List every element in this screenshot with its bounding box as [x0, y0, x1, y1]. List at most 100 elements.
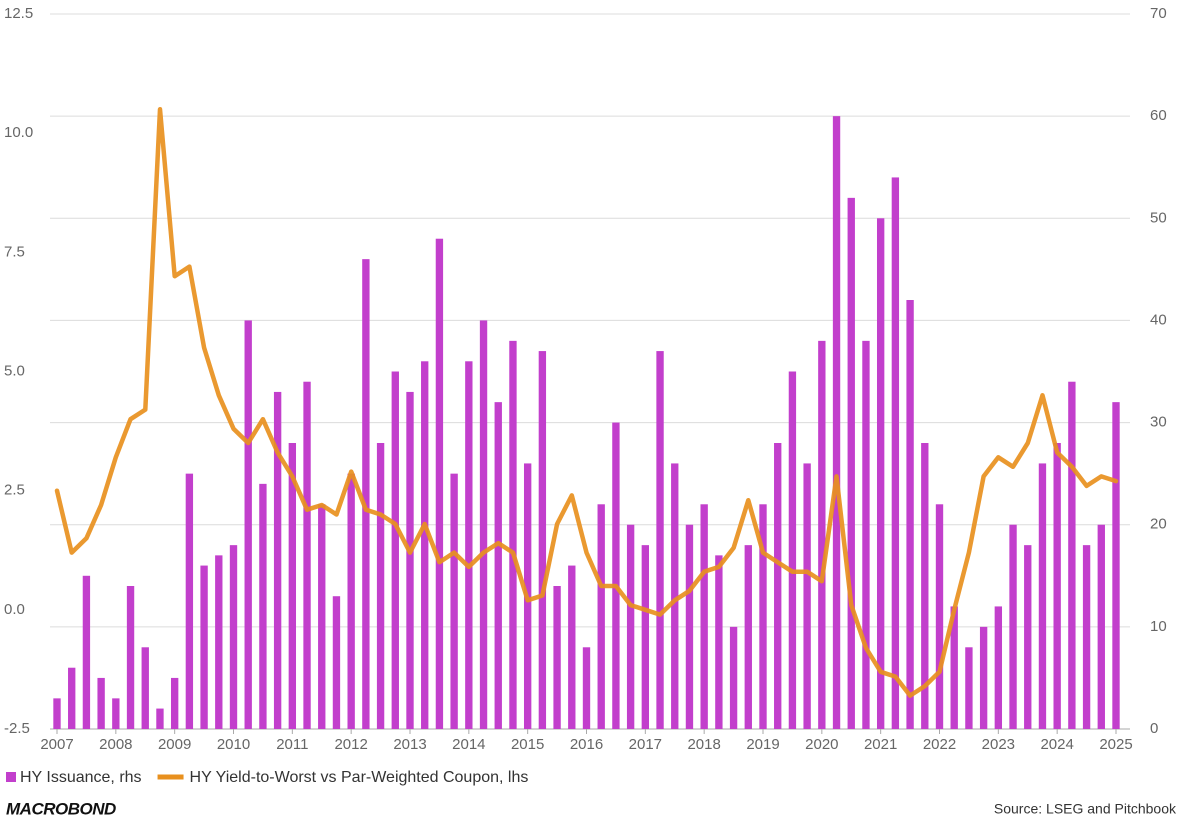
bar [818, 340, 826, 729]
y2-tick-label: 10 [1150, 618, 1167, 635]
x-tick-label: 2013 [393, 736, 426, 753]
x-tick-label: 2021 [864, 736, 897, 753]
bar [200, 565, 208, 729]
x-tick-label: 2017 [629, 736, 662, 753]
bar [185, 473, 194, 729]
bar [847, 197, 855, 729]
bar [1082, 545, 1091, 729]
bar [494, 402, 502, 729]
bar [347, 473, 355, 729]
bar [965, 647, 973, 729]
y-tick-label: 0.0 [4, 601, 25, 618]
x-tick-label: 2024 [1040, 736, 1073, 753]
legend-label: HY Yield-to-Worst vs Par-Weighted Coupon… [190, 769, 529, 786]
y2-tick-label: 60 [1150, 107, 1167, 124]
bar [626, 524, 635, 729]
bar [1009, 524, 1017, 729]
bar [729, 626, 738, 729]
bar [288, 443, 297, 729]
bar [141, 647, 149, 729]
bar [259, 483, 267, 729]
bar [82, 575, 91, 729]
x-tick-label: 2025 [1099, 736, 1132, 753]
bar [582, 647, 591, 729]
x-tick-label: 2020 [805, 736, 838, 753]
bar [215, 555, 223, 729]
y-tick-label: 7.5 [4, 243, 25, 260]
bar [509, 340, 517, 729]
x-tick-label: 2012 [334, 736, 367, 753]
bar [950, 606, 958, 729]
x-tick-label: 2022 [923, 736, 956, 753]
x-tick-label: 2016 [570, 736, 603, 753]
bar [465, 361, 473, 729]
bar [876, 218, 885, 730]
bar [156, 708, 164, 729]
bar [318, 504, 326, 729]
bar [935, 504, 944, 729]
bar [891, 177, 900, 729]
bar [788, 371, 797, 729]
legend-swatch [6, 772, 16, 782]
bar [656, 351, 664, 729]
bar [435, 238, 444, 729]
bar [112, 698, 120, 729]
y-tick-label: -2.5 [4, 720, 30, 737]
bar [641, 545, 650, 729]
bar [126, 586, 135, 729]
bar [759, 504, 767, 729]
y-tick-label: 10.0 [4, 124, 33, 141]
bar [97, 677, 105, 729]
source: Source: LSEG and Pitchbook [994, 801, 1177, 817]
x-tick-label: 2018 [687, 736, 720, 753]
bar [244, 320, 252, 729]
bar [979, 626, 988, 729]
bar [53, 698, 61, 729]
bar [685, 524, 694, 729]
bar [553, 586, 561, 729]
bar [612, 422, 620, 729]
bar [421, 361, 429, 729]
bar [68, 667, 76, 729]
x-tick-label: 2015 [511, 736, 544, 753]
x-tick-label: 2011 [276, 736, 308, 753]
legend-label: HY Issuance, rhs [20, 769, 142, 786]
bar [479, 320, 488, 729]
y2-tick-label: 20 [1150, 516, 1167, 533]
x-tick-label: 2014 [452, 736, 485, 753]
x-tick-label: 2010 [217, 736, 250, 753]
bar [568, 565, 576, 729]
bar [700, 504, 708, 729]
bar [921, 443, 929, 729]
x-tick-label: 2008 [99, 736, 132, 753]
y2-tick-label: 30 [1150, 414, 1167, 431]
bar [1024, 545, 1032, 729]
bar [406, 391, 414, 729]
y-tick-label: 5.0 [4, 362, 25, 379]
bar [803, 463, 811, 729]
bar [450, 473, 458, 729]
bar [1038, 463, 1047, 729]
bar [832, 116, 841, 729]
x-tick-label: 2007 [40, 736, 73, 753]
bar [332, 596, 341, 729]
y2-tick-label: 70 [1150, 5, 1167, 22]
bar [538, 351, 547, 729]
bar [1053, 443, 1061, 729]
bar [774, 443, 782, 729]
bar [1068, 381, 1076, 729]
bar [303, 381, 311, 729]
y2-tick-label: 50 [1150, 209, 1167, 226]
line [54, 107, 1119, 698]
bar [744, 545, 752, 729]
bar [376, 443, 385, 729]
bar [994, 606, 1003, 729]
x-tick-label: 2023 [982, 736, 1015, 753]
bar [170, 677, 179, 729]
x-tick-label: 2019 [746, 736, 779, 753]
bar [391, 371, 399, 729]
bar [597, 504, 605, 729]
bar [1097, 524, 1105, 729]
bar [229, 545, 238, 729]
